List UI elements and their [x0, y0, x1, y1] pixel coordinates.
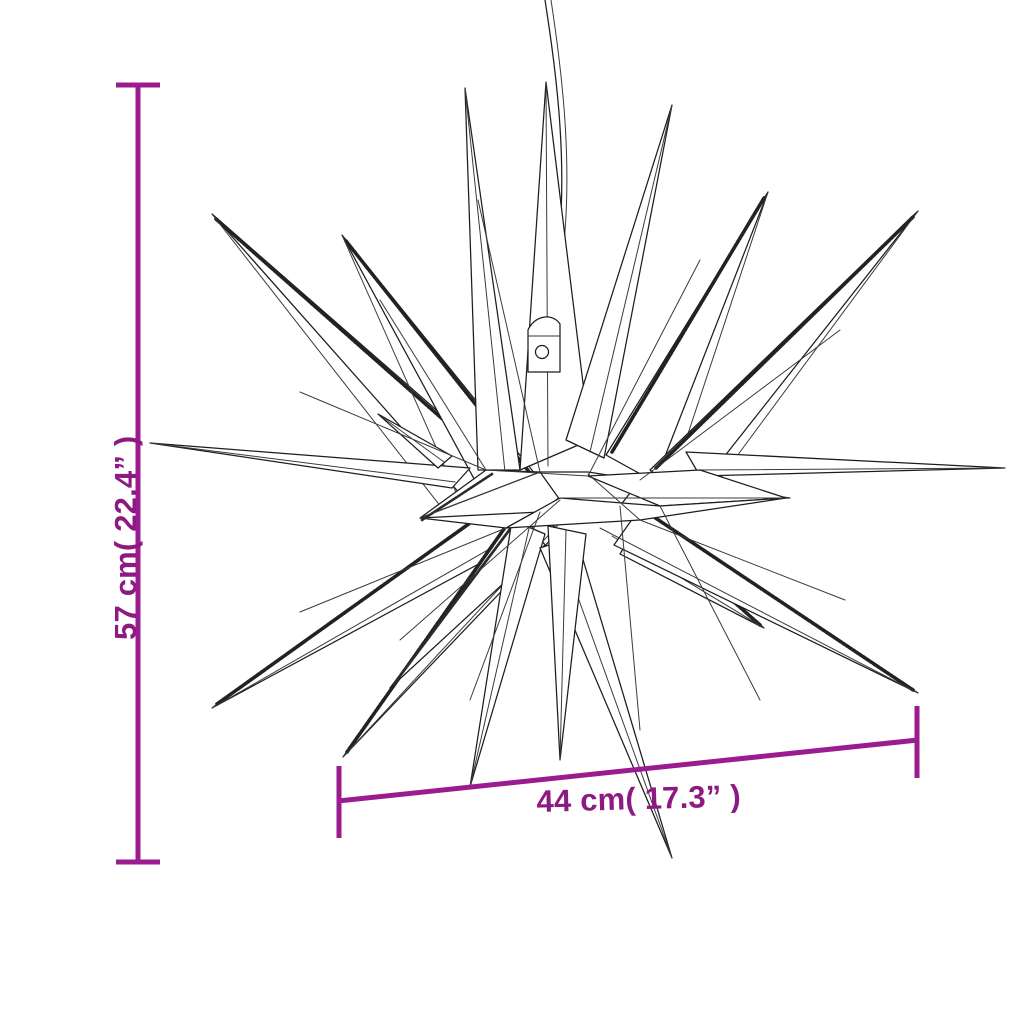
width-dimension-line [336, 706, 920, 838]
star-object [149, 0, 1006, 859]
dimension-annotations [116, 82, 920, 865]
star-core [419, 469, 787, 529]
hanger-eyelet-icon [534, 344, 550, 360]
fold-lines [299, 199, 846, 731]
star-spikes-back [211, 191, 919, 758]
width-dim-shaft [337, 737, 919, 804]
width-dimension-label: 44 cm( 17.3” ) [536, 778, 742, 819]
height-dimension-line [116, 82, 160, 865]
height-dimension-label: 57 cm( 22.4” ) [108, 435, 143, 640]
hanger-bracket [527, 316, 561, 373]
